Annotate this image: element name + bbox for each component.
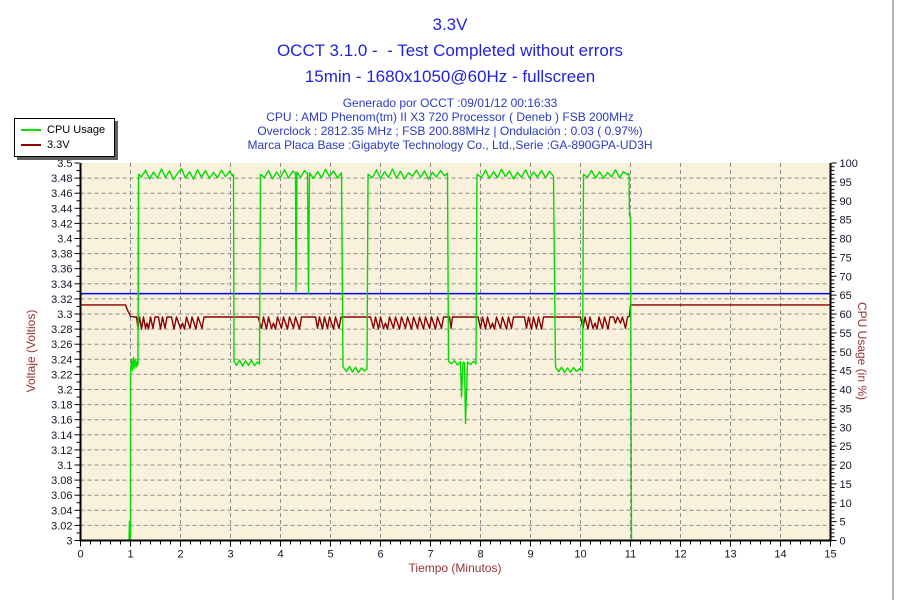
- chart-subtitle-mode: 15min - 1680x1050@60Hz - fullscreen: [304, 67, 596, 86]
- y-left-tick-label: 3.2: [57, 385, 72, 397]
- y-left-tick-label: 3.5: [57, 158, 72, 170]
- x-tick-label: 10: [574, 549, 586, 561]
- y-left-tick-label: 3.38: [51, 249, 72, 261]
- y-left-tick-label: 3.04: [51, 505, 72, 517]
- series-cpu-usage: [128, 167, 633, 542]
- y-left-tick-label: 3.16: [51, 415, 72, 427]
- y-right-tick-label: 15: [840, 479, 852, 491]
- y-right-tick-label: 30: [840, 422, 852, 434]
- y-left-tick-label: 3.34: [51, 279, 72, 291]
- info-overclock: Overclock : 2812.35 MHz ; FSB 200.88MHz …: [257, 124, 643, 138]
- x-tick-label: 12: [674, 549, 686, 561]
- y-right-tick-label: 70: [840, 271, 852, 283]
- chart-title: 3.3V: [432, 15, 468, 34]
- x-tick-label: 7: [427, 549, 433, 561]
- y-left-tick-label: 3.12: [51, 445, 72, 457]
- voltage-line-swatch: [21, 143, 41, 146]
- y-right-tick-label: 90: [840, 196, 852, 208]
- y-right-tick-label: 100: [840, 158, 858, 170]
- y-right-tick-label: 85: [840, 215, 852, 227]
- y-right-tick-label: 20: [840, 460, 852, 472]
- y-right-tick-label: 0: [840, 536, 846, 548]
- y-left-tick-label: 3.1: [57, 460, 72, 472]
- x-tick-label: 3: [227, 549, 233, 561]
- y-left-tick-label: 3.28: [51, 324, 72, 336]
- cpu-usage-line-swatch: [21, 128, 41, 131]
- x-tick-label: 9: [527, 549, 533, 561]
- y-right-tick-label: 25: [840, 441, 852, 453]
- info-motherboard: Marca Placa Base :Gigabyte Technology Co…: [247, 138, 653, 152]
- x-tick-label: 14: [774, 549, 786, 561]
- x-tick-label: 15: [824, 549, 836, 561]
- chart-subtitle-status: OCCT 3.1.0 - - Test Completed without er…: [276, 41, 624, 60]
- y-right-tick-label: 65: [840, 290, 852, 302]
- x-tick-label: 2: [177, 549, 183, 561]
- x-tick-label: 1: [127, 549, 133, 561]
- y-left-tick-label: 3.36: [51, 264, 72, 276]
- y-right-tick-label: 55: [840, 328, 852, 340]
- y-left-tick-label: 3.4: [57, 234, 72, 246]
- y-left-tick-label: 3.42: [51, 218, 72, 230]
- y-left-tick-label: 3.44: [51, 203, 72, 215]
- y-right-tick-label: 95: [840, 177, 852, 189]
- x-tick-label: 6: [377, 549, 383, 561]
- x-tick-label: 8: [477, 549, 483, 561]
- series-3-3v: [80, 304, 831, 330]
- y-left-tick-label: 3.3: [57, 309, 72, 321]
- y-left-tick-label: 3.08: [51, 475, 72, 487]
- chart-legend: CPU Usage 3.3V: [14, 118, 116, 157]
- x-tick-label: 0: [77, 549, 83, 561]
- x-axis-title: Tiempo (Minutos): [408, 561, 502, 575]
- y-left-tick-label: 3.46: [51, 188, 72, 200]
- plot-background: [80, 163, 831, 541]
- y-left-tick-label: 3.02: [51, 520, 72, 532]
- legend-item-cpu-usage: CPU Usage: [21, 122, 105, 137]
- info-generated: Generado por OCCT :09/01/12 00:16:33: [342, 96, 558, 110]
- window-right-border: [892, 0, 894, 600]
- y-left-tick-label: 3.32: [51, 294, 72, 306]
- y-left-tick-label: 3: [66, 536, 72, 548]
- y-left-tick-label: 3.26: [51, 339, 72, 351]
- y-right-tick-label: 10: [840, 498, 852, 510]
- y-left-tick-label: 3.06: [51, 490, 72, 502]
- y-left-tick-label: 3.48: [51, 173, 72, 185]
- y-right-tick-label: 45: [840, 366, 852, 378]
- y-right-tick-label: 40: [840, 385, 852, 397]
- legend-item-3v3: 3.3V: [21, 137, 105, 152]
- y-right-tick-label: 75: [840, 252, 852, 264]
- legend-label-3v3: 3.3V: [47, 138, 70, 151]
- x-tick-label: 11: [625, 549, 636, 561]
- chart-info-block: Generado por OCCT :09/01/12 00:16:33 CPU…: [0, 96, 900, 152]
- x-tick-label: 5: [327, 549, 333, 561]
- y-left-tick-label: 3.18: [51, 400, 72, 412]
- y-left-tick-label: 3.14: [51, 430, 72, 442]
- y-right-tick-label: 60: [840, 309, 852, 321]
- y-left-tick-label: 3.24: [51, 354, 72, 366]
- info-cpu: CPU : AMD Phenom(tm) II X3 720 Processor…: [266, 110, 634, 124]
- legend-label-cpu-usage: CPU Usage: [47, 123, 106, 136]
- y-right-tick-label: 5: [840, 517, 846, 529]
- y-left-tick-label: 3.22: [51, 369, 72, 381]
- y-right-tick-label: 80: [840, 234, 852, 246]
- x-tick-label: 13: [724, 549, 736, 561]
- y-right-tick-label: 35: [840, 403, 852, 415]
- y-right-tick-label: 50: [840, 347, 852, 359]
- chart-title-block: 3.3V OCCT 3.1.0 - - Test Completed witho…: [0, 12, 900, 90]
- x-tick-label: 4: [277, 549, 283, 561]
